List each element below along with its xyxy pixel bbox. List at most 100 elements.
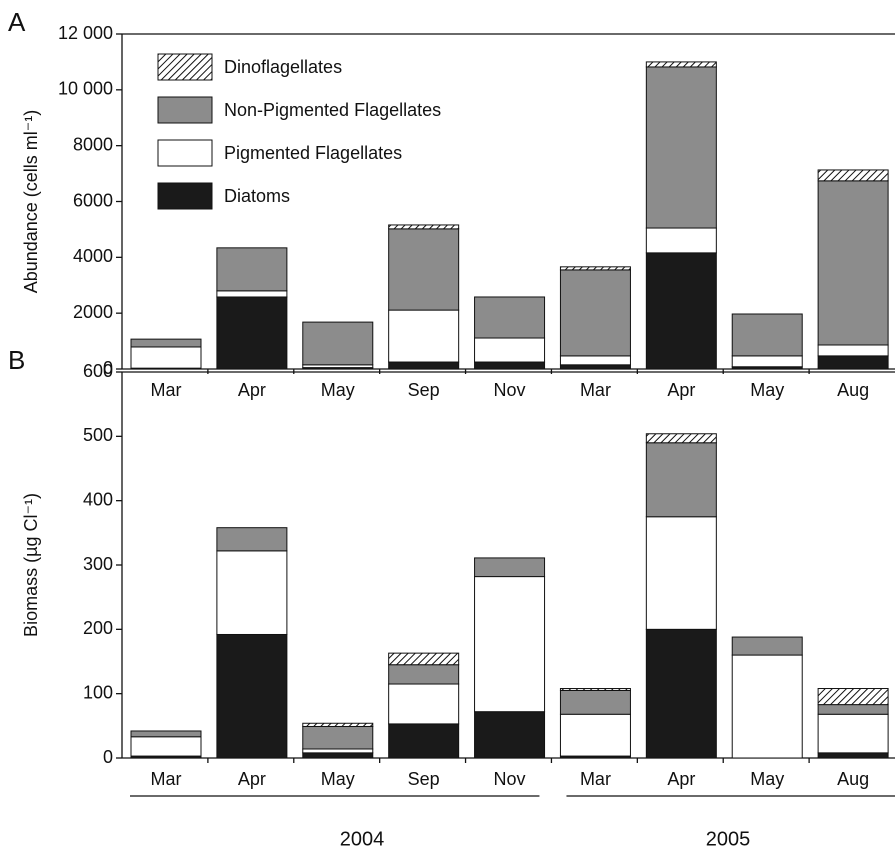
bar-segment: [302, 725, 374, 750]
bar-segment: [216, 550, 288, 635]
bar-segment: [388, 664, 460, 685]
bar-segment: [645, 516, 717, 630]
y-tick-label: 2000: [73, 302, 113, 322]
bar-segment: [302, 321, 374, 366]
bar-segment: [474, 361, 546, 370]
legend-label: Diatoms: [224, 186, 290, 206]
bar-segment: [645, 433, 717, 444]
y-tick-label: 500: [83, 425, 113, 445]
bar-segment: [731, 313, 803, 357]
bar-segment: [731, 654, 803, 759]
bar-segment: [645, 61, 717, 68]
legend-label: Non-Pigmented Flagellates: [224, 100, 441, 120]
bar-segment: [645, 66, 717, 229]
y-tick-label: 100: [83, 682, 113, 702]
bar-segment: [645, 252, 717, 370]
x-tick-label: May: [750, 769, 784, 789]
legend-label: Dinoflagellates: [224, 57, 342, 77]
bar-segment: [388, 723, 460, 759]
y-tick-label: 10 000: [58, 79, 113, 99]
bar-segment: [216, 527, 288, 552]
bar-segment: [388, 228, 460, 311]
y-tick-label: 12 000: [58, 23, 113, 43]
x-tick-label: May: [750, 380, 784, 400]
bar-segment: [474, 576, 546, 713]
y-axis-label: Biomass (µg Cl⁻¹): [21, 493, 41, 637]
bar-segment: [645, 442, 717, 518]
x-tick-label: Sep: [408, 380, 440, 400]
bar-segment: [216, 633, 288, 759]
x-tick-label: Aug: [837, 769, 869, 789]
bar-segment: [817, 688, 889, 706]
bar-segment: [474, 711, 546, 759]
bar-segment: [130, 346, 202, 369]
x-tick-label: May: [321, 769, 355, 789]
x-tick-label: Mar: [151, 380, 182, 400]
legend-swatch: [157, 96, 213, 124]
x-tick-label: Mar: [580, 380, 611, 400]
bar-segment: [559, 269, 631, 357]
bar-segment: [731, 355, 803, 368]
year-label: 2004: [340, 828, 385, 850]
bar-segment: [817, 180, 889, 346]
x-tick-label: Sep: [408, 769, 440, 789]
y-tick-label: 6000: [73, 190, 113, 210]
bar-segment: [559, 355, 631, 366]
x-tick-label: Nov: [494, 380, 526, 400]
y-tick-label: 0: [103, 358, 113, 378]
bar-segment: [474, 557, 546, 578]
x-tick-label: Mar: [151, 769, 182, 789]
legend-swatch: [157, 139, 213, 167]
bar-segment: [388, 683, 460, 725]
x-tick-label: Apr: [667, 769, 695, 789]
panel-label: A: [8, 7, 26, 37]
y-axis-label: Abundance (cells ml⁻¹): [21, 110, 41, 294]
bar-segment: [645, 628, 717, 759]
panel-label: B: [8, 345, 25, 375]
y-tick-label: 600: [83, 361, 113, 381]
x-tick-label: Apr: [238, 380, 266, 400]
legend-swatch: [157, 182, 213, 210]
bar-segment: [474, 337, 546, 363]
bar-segment: [817, 344, 889, 357]
bar-segment: [302, 722, 374, 727]
bar-segment: [817, 355, 889, 370]
bar-segment: [559, 688, 631, 691]
x-tick-label: Nov: [494, 769, 526, 789]
legend-label: Pigmented Flagellates: [224, 143, 402, 163]
bar-segment: [559, 713, 631, 757]
bar-segment: [731, 636, 803, 656]
x-tick-label: Aug: [837, 380, 869, 400]
bar-segment: [559, 266, 631, 271]
bar-segment: [216, 290, 288, 298]
bar-segment: [817, 704, 889, 715]
y-tick-label: 0: [103, 747, 113, 767]
bar-segment: [388, 652, 460, 666]
x-tick-label: Mar: [580, 769, 611, 789]
y-tick-label: 4000: [73, 246, 113, 266]
bar-segment: [817, 752, 889, 759]
y-tick-label: 300: [83, 554, 113, 574]
bar-segment: [817, 169, 889, 182]
bar-segment: [817, 713, 889, 754]
bar-segment: [216, 247, 288, 292]
x-tick-label: Apr: [667, 380, 695, 400]
bar-segment: [130, 730, 202, 738]
legend-swatch: [157, 53, 213, 81]
bar-segment: [645, 227, 717, 254]
year-label: 2005: [706, 828, 751, 850]
y-tick-label: 200: [83, 618, 113, 638]
bar-segment: [130, 338, 202, 348]
bar-segment: [388, 309, 460, 363]
bar-segment: [130, 736, 202, 757]
x-tick-label: May: [321, 380, 355, 400]
bar-segment: [474, 296, 546, 339]
bar-segment: [388, 361, 460, 370]
bar-segment: [302, 748, 374, 754]
y-tick-label: 400: [83, 489, 113, 509]
bar-segment: [302, 752, 374, 759]
bar-segment: [388, 224, 460, 230]
x-tick-label: Apr: [238, 769, 266, 789]
